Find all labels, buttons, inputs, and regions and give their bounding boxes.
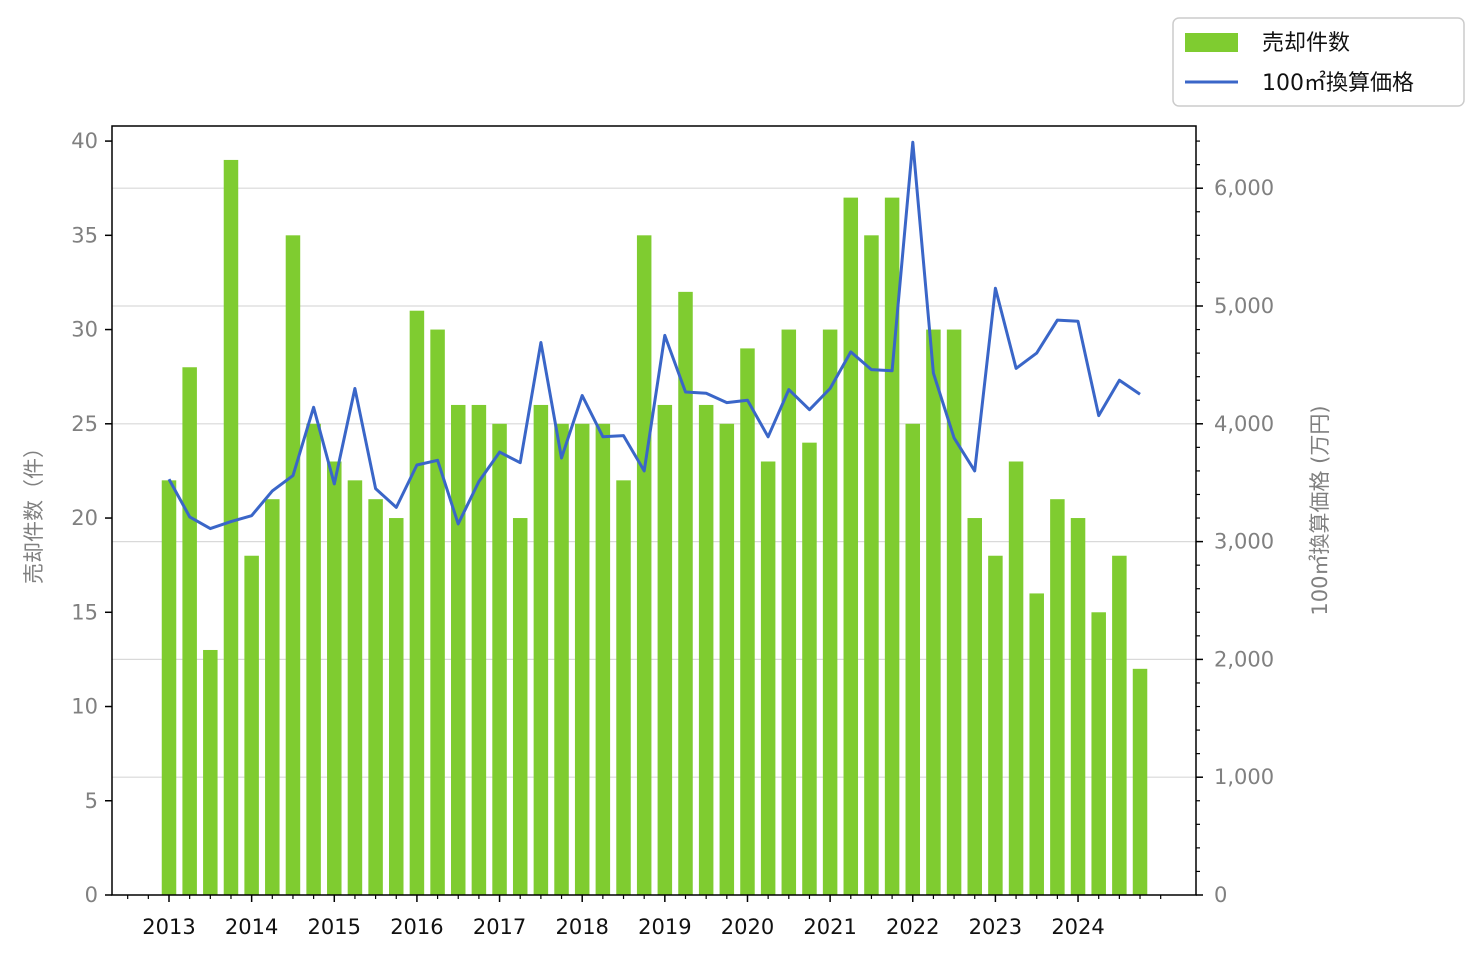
bar [471, 404, 487, 895]
bar [843, 197, 859, 895]
bar [926, 329, 941, 895]
bar [595, 423, 611, 895]
bar [347, 480, 363, 895]
x-tick-label: 2018 [555, 915, 608, 939]
bar [1029, 593, 1044, 895]
bar [554, 423, 569, 895]
bar [1132, 668, 1148, 895]
bar [822, 329, 838, 895]
y-tick-label: 30 [71, 318, 98, 342]
bar [430, 329, 445, 895]
y2-tick-label: 4,000 [1214, 412, 1274, 436]
y2-tick-label: 1,000 [1214, 765, 1274, 789]
y-tick-label: 0 [85, 883, 98, 907]
bar [616, 480, 631, 895]
y-tick-label: 5 [85, 789, 98, 813]
y2-tick-label: 6,000 [1214, 176, 1274, 200]
y2-tick-label: 3,000 [1214, 530, 1274, 554]
y2-axis-title: 100㎡換算価格 (万円) [1308, 405, 1332, 615]
bar [161, 480, 177, 895]
bar [719, 423, 735, 895]
x-tick-label: 2013 [142, 915, 195, 939]
bar [905, 423, 921, 895]
bar [368, 499, 383, 895]
bar [492, 423, 507, 895]
x-tick-label: 2019 [638, 915, 691, 939]
legend-swatch-bar [1185, 33, 1238, 52]
line-series [167, 140, 1141, 531]
x-tick-label: 2024 [1051, 915, 1104, 939]
plot-frame [111, 125, 1197, 896]
bar [533, 404, 549, 895]
bar [574, 423, 590, 895]
bar [967, 518, 982, 895]
bar-series [161, 159, 1148, 896]
x-tick-label: 2020 [721, 915, 774, 939]
y2-tick-label: 5,000 [1214, 294, 1274, 318]
x-tick-label: 2021 [803, 915, 856, 939]
bar [864, 235, 879, 896]
bar [636, 235, 652, 896]
bar [802, 442, 817, 895]
bar [223, 159, 239, 896]
x-tick-label: 2016 [390, 915, 443, 939]
bar [1008, 461, 1024, 895]
bar [409, 310, 425, 895]
bar [1091, 612, 1106, 895]
legend-box [1172, 17, 1465, 107]
bar [657, 404, 673, 895]
bar [1112, 555, 1127, 895]
bar [1050, 499, 1065, 895]
bar [306, 423, 321, 895]
bar [244, 555, 259, 895]
bar [760, 461, 776, 895]
axes: 0 5 10 15 20 25 30 35 40 0 1,000 2,000 3,000 4,000 5,0… [71, 129, 1274, 939]
bar [1070, 518, 1086, 895]
legend-label-line: 100㎡換算価格 [1262, 70, 1414, 96]
y-tick-label: 15 [71, 600, 98, 624]
bar [389, 518, 404, 895]
y-tick-label: 40 [71, 129, 98, 153]
bar [740, 348, 755, 895]
y2-tick-label: 0 [1214, 883, 1227, 907]
bar [450, 404, 466, 895]
x-tick-label: 2014 [225, 915, 278, 939]
legend: 売却件数 100㎡換算価格 [1172, 17, 1465, 107]
bar [203, 649, 218, 895]
bar [946, 329, 962, 895]
bar [698, 404, 714, 895]
y-tick-label: 35 [71, 223, 98, 247]
x-tick-label: 2015 [308, 915, 361, 939]
bar [678, 291, 693, 895]
bar [327, 461, 342, 895]
x-tick-label: 2017 [473, 915, 526, 939]
price-line [167, 140, 1141, 531]
bar [265, 499, 280, 895]
bar [781, 329, 797, 895]
bar [512, 518, 528, 895]
bar [285, 235, 301, 896]
bar [182, 367, 197, 896]
x-tick-label: 2022 [886, 915, 939, 939]
bar [988, 555, 1003, 895]
legend-label-bar: 売却件数 [1262, 31, 1350, 56]
x-tick-label: 2023 [969, 915, 1022, 939]
y-tick-label: 25 [71, 412, 98, 436]
y-tick-label: 10 [71, 695, 98, 719]
y-tick-label: 20 [71, 506, 98, 530]
y-axis-title: 売却件数（件） [22, 437, 46, 584]
y2-tick-label: 2,000 [1214, 647, 1274, 671]
